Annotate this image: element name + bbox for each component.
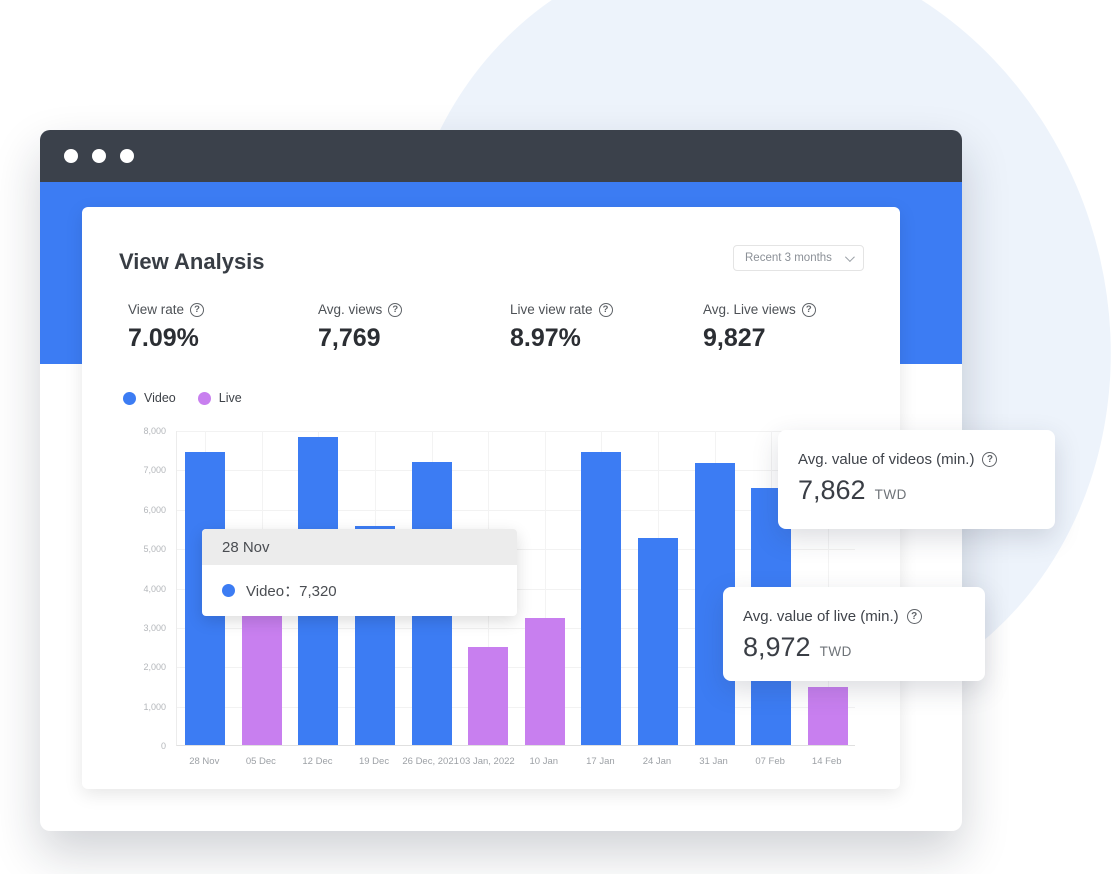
- x-tick-label: 12 Dec: [302, 756, 333, 767]
- v-gridline: [544, 431, 546, 745]
- y-tick-label: 7,000: [143, 465, 166, 476]
- tooltip-title: 28 Nov: [202, 529, 517, 565]
- x-tick-label: 07 Feb: [755, 756, 785, 767]
- chart-tooltip: 28 Nov Video：7,320: [202, 529, 517, 616]
- stat-avg-views: Avg. views 7,769: [318, 302, 403, 353]
- chevron-down-icon: [844, 251, 855, 262]
- x-tick-label: 24 Jan: [642, 756, 672, 767]
- help-icon[interactable]: [982, 452, 998, 467]
- tooltip-text: Video：7,320: [246, 583, 337, 600]
- card-value: 7,862: [798, 475, 866, 505]
- legend-item-live[interactable]: Live: [197, 391, 242, 405]
- h-gridline: [177, 667, 855, 669]
- window-titlebar: [40, 130, 962, 182]
- card-label: Avg. value of videos (min.): [798, 451, 975, 468]
- window-control-dot[interactable]: [64, 149, 78, 163]
- x-tick-label: 31 Jan: [699, 756, 728, 767]
- view-analysis-panel: View Analysis Recent 3 months View rate …: [82, 207, 900, 789]
- period-dropdown[interactable]: Recent 3 months: [733, 245, 864, 271]
- y-tick-label: 5,000: [143, 544, 166, 555]
- stat-label: Avg. Live views: [703, 302, 796, 317]
- chart-bar-live[interactable]: [524, 617, 565, 745]
- legend-label: Video: [144, 391, 176, 405]
- card-value: 8,972: [743, 632, 811, 662]
- period-dropdown-value: Recent 3 months: [745, 252, 832, 264]
- stat-label: View rate: [128, 302, 185, 317]
- x-tick-label: 03 Jan, 2022: [459, 756, 515, 767]
- y-tick-label: 3,000: [143, 622, 166, 633]
- video-series-dot-icon: [222, 584, 235, 597]
- stat-label: Live view rate: [510, 302, 593, 317]
- stat-value: 7,769: [318, 324, 381, 352]
- help-icon[interactable]: [388, 302, 403, 317]
- card-currency: TWD: [819, 644, 852, 659]
- y-tick-label: 0: [160, 741, 166, 751]
- help-icon[interactable]: [906, 609, 922, 624]
- tooltip-body: Video：7,320: [202, 565, 517, 616]
- help-icon[interactable]: [598, 302, 613, 317]
- x-tick-label: 10 Jan: [529, 756, 559, 767]
- x-tick-label: 17 Jan: [586, 756, 615, 767]
- y-tick-label: 1,000: [143, 701, 166, 712]
- chart-bar-video[interactable]: [581, 452, 622, 745]
- chart-legend: Video Live: [123, 391, 242, 405]
- card-label: Avg. value of live (min.): [743, 608, 899, 625]
- help-icon[interactable]: [190, 302, 205, 317]
- y-tick-label: 2,000: [143, 662, 166, 673]
- stat-value: 8.97%: [510, 324, 581, 352]
- avg-live-value-card: Avg. value of live (min.) 8,972 TWD: [723, 587, 985, 681]
- legend-item-video[interactable]: Video: [123, 391, 176, 405]
- window-control-dot[interactable]: [92, 149, 106, 163]
- x-axis: 28 Nov 05 Dec 12 Dec 19 Dec 26 Dec, 2021 03 J…: [176, 756, 855, 770]
- chart-bar-video[interactable]: [637, 537, 678, 745]
- browser-window: View Analysis Recent 3 months View rate …: [40, 130, 962, 831]
- h-gridline: [177, 470, 855, 472]
- page-title: View Analysis: [119, 249, 265, 274]
- x-tick-label: 28 Nov: [189, 756, 220, 767]
- x-tick-label: 19 Dec: [358, 756, 390, 767]
- h-gridline: [177, 627, 855, 629]
- help-icon[interactable]: [801, 302, 816, 317]
- chart-bar-live[interactable]: [807, 687, 848, 745]
- stat-view-rate: View rate 7.09%: [128, 302, 205, 353]
- chart-bar-live[interactable]: [241, 611, 282, 745]
- chart-bar-live[interactable]: [468, 646, 509, 745]
- stat-label: Avg. views: [318, 302, 383, 317]
- window-control-dot[interactable]: [120, 149, 134, 163]
- legend-label: Live: [218, 391, 242, 405]
- stat-value: 7.09%: [128, 324, 199, 352]
- y-tick-label: 4,000: [143, 583, 166, 594]
- y-axis: 0 1,000 2,000 3,000 4,000 5,000 6,000 7,000 8,00…: [82, 426, 166, 751]
- stat-live-view-rate: Live view rate 8.97%: [510, 302, 613, 353]
- h-gridline: [177, 706, 855, 708]
- avg-video-value-card: Avg. value of videos (min.) 7,862 TWD: [778, 430, 1055, 529]
- stat-value: 9,827: [703, 324, 766, 352]
- live-series-dot-icon: [197, 391, 211, 405]
- video-series-dot-icon: [123, 391, 136, 405]
- y-tick-label: 6,000: [143, 504, 166, 515]
- x-tick-label: 05 Dec: [245, 756, 276, 767]
- y-tick-label: 8,000: [143, 426, 166, 436]
- x-tick-label: 26 Dec, 2021: [402, 756, 459, 767]
- x-tick-label: 14 Feb: [811, 756, 842, 767]
- stat-avg-live-views: Avg. Live views 9,827: [703, 302, 816, 353]
- h-gridline: [177, 509, 855, 511]
- h-gridline: [177, 431, 855, 432]
- card-currency: TWD: [874, 487, 907, 502]
